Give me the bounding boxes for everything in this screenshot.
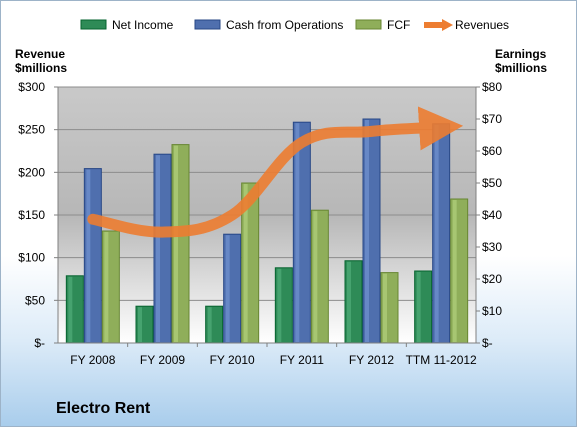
bar-highlight — [138, 307, 142, 342]
bar-highlight — [156, 155, 160, 342]
revenue-line — [87, 106, 464, 238]
legend-swatch — [80, 19, 107, 30]
company-name: Electro Rent — [56, 400, 151, 417]
bar-highlight — [86, 169, 91, 342]
x-tick-label: FY 2010 — [210, 353, 255, 367]
legend-label: Cash from Operations — [226, 18, 343, 32]
x-tick-label: FY 2009 — [140, 353, 185, 367]
bar-highlight — [313, 211, 318, 342]
right-tick-label: $50 — [482, 176, 502, 190]
left-axis-title-line2: $millions — [15, 61, 67, 75]
bar-highlight — [104, 232, 109, 342]
bar-highlight — [383, 273, 387, 342]
right-axis-ticks: $- $10 $20 $30 $40 $50 $60 $70 $80 — [476, 80, 502, 350]
left-axis-ticks: $- $50 $100 $150 $200 $250 $300 — [18, 80, 58, 350]
legend-label: Net Income — [112, 18, 174, 32]
right-tick-label: $40 — [482, 208, 502, 222]
left-tick-label: $150 — [18, 208, 45, 222]
bars — [65, 118, 469, 344]
bar-highlight — [365, 120, 369, 342]
legend-label: Revenues — [455, 18, 509, 32]
legend-swatch — [355, 19, 382, 30]
right-tick-label: $70 — [482, 112, 502, 126]
left-tick-label: $250 — [18, 123, 45, 137]
left-tick-label: $50 — [25, 293, 45, 307]
legend: Net Income Cash from Operations FCF Revenue… — [80, 18, 509, 32]
x-tick-label: FY 2008 — [70, 353, 115, 367]
bar-highlight — [347, 261, 351, 342]
legend-arrow-icon — [442, 19, 453, 31]
bar-highlight — [174, 145, 178, 342]
right-tick-label: $80 — [482, 80, 502, 94]
right-tick-label: $10 — [482, 304, 502, 318]
right-tick-label: $30 — [482, 240, 502, 254]
x-axis-ticks: FY 2008 FY 2009 FY 2010 FY 2011 FY 2012 TTM 1… — [70, 343, 477, 367]
left-tick-label: $300 — [18, 80, 45, 94]
x-tick-label: TTM 11-2012 — [406, 353, 477, 367]
left-tick-label: $100 — [18, 251, 45, 265]
right-axis-title-line2: $millions — [495, 61, 547, 75]
bar-highlight — [277, 268, 282, 342]
bar-highlight — [243, 184, 248, 342]
bar-highlight — [295, 123, 300, 342]
left-tick-label: $200 — [18, 165, 45, 179]
legend-label: FCF — [387, 18, 410, 32]
right-tick-label: $20 — [482, 272, 502, 286]
bar-highlight — [225, 235, 230, 342]
left-tick-label: $- — [34, 336, 45, 350]
right-tick-label: $60 — [482, 144, 502, 158]
bar-highlight — [452, 200, 457, 342]
left-axis-title-line1: Revenue — [15, 47, 65, 61]
x-tick-label: FY 2011 — [280, 353, 325, 367]
revenue-line-path — [87, 106, 464, 238]
bar-highlight — [68, 276, 73, 342]
right-axis-title-line1: Earnings — [495, 47, 547, 61]
bar-highlight — [434, 124, 439, 342]
legend-swatch — [194, 19, 221, 30]
bar-highlight — [207, 307, 212, 342]
bar-highlight — [416, 272, 421, 342]
right-tick-label: $- — [482, 336, 493, 350]
x-tick-label: FY 2012 — [349, 353, 394, 367]
